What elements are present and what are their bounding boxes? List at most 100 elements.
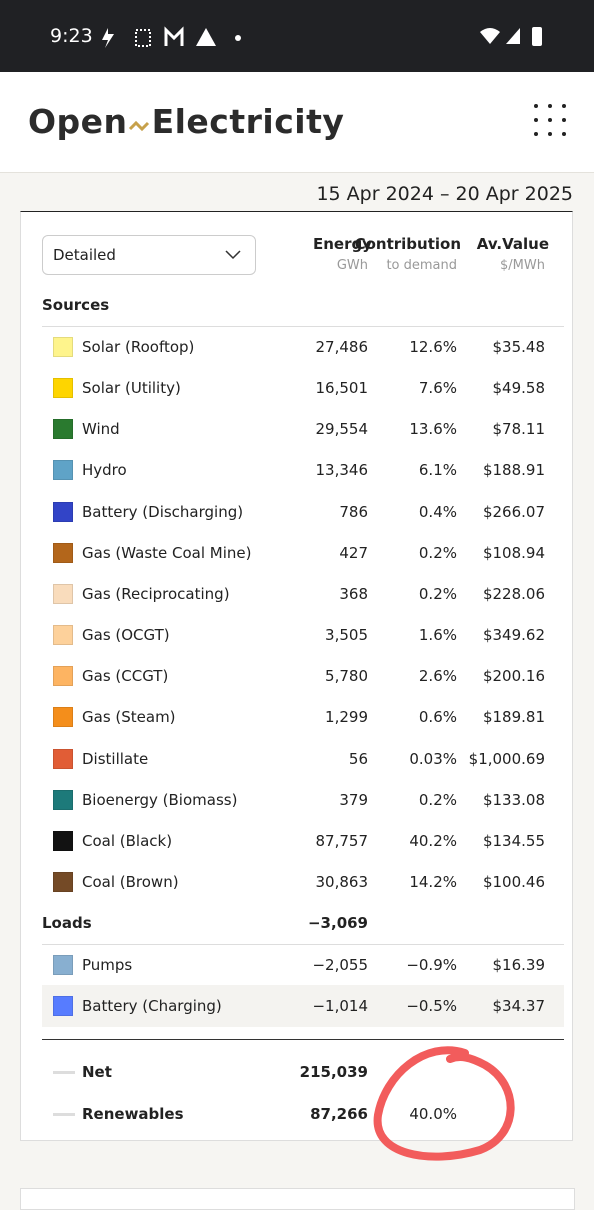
row-value: $228.06 <box>482 584 545 603</box>
row-energy: −1,014 <box>312 997 368 1016</box>
row-name: Solar (Utility) <box>82 379 181 398</box>
row-value: $349.62 <box>482 626 545 645</box>
row-energy: 27,486 <box>315 338 369 356</box>
row-contribution: 7.6% <box>418 379 457 398</box>
row-value: $49.58 <box>492 379 546 398</box>
status-bar: 9:23 <box>0 0 594 72</box>
row-energy: 786 <box>339 502 368 521</box>
swatch <box>53 625 73 646</box>
row-contribution: 14.2% <box>409 872 457 891</box>
clock: 9:23 <box>50 25 93 47</box>
row-name: Coal (Brown) <box>82 872 179 891</box>
swatch <box>53 871 73 892</box>
total-name: Net <box>82 1063 112 1081</box>
section-label: Loads <box>42 914 92 932</box>
row-name: Pumps <box>82 956 133 974</box>
swatch <box>53 707 73 728</box>
row-energy: 29,554 <box>315 420 369 439</box>
divider <box>42 944 564 945</box>
swatch <box>53 830 73 851</box>
row-value: $134.55 <box>482 831 545 850</box>
row-value: $266.07 <box>482 502 545 521</box>
row-highlight <box>42 985 564 1028</box>
column-title: Av.Value <box>476 235 549 253</box>
logo-mark <box>128 120 149 132</box>
total-marker <box>53 1113 75 1116</box>
row-name: Battery (Discharging) <box>82 502 244 521</box>
row-energy: 87,757 <box>315 831 369 850</box>
row-energy: −2,055 <box>312 956 368 974</box>
chevron <box>225 250 241 260</box>
row-energy: 1,299 <box>325 708 368 727</box>
swatch <box>53 501 73 522</box>
swatch <box>53 542 73 563</box>
column-unit: GWh <box>336 258 368 273</box>
total-name: Renewables <box>82 1105 184 1123</box>
row-contribution: −0.9% <box>406 956 457 974</box>
row-contribution: 2.6% <box>418 667 457 686</box>
row-energy: 427 <box>339 543 368 562</box>
total-energy: 215,039 <box>299 1063 368 1081</box>
system-icons <box>480 27 542 46</box>
row-value: $188.91 <box>482 461 545 480</box>
logo-right: Electricity <box>151 102 345 141</box>
row-contribution: 6.1% <box>418 461 457 480</box>
row-name: Battery (Charging) <box>82 997 222 1016</box>
row-energy: 30,863 <box>315 872 369 891</box>
logo-left: Open <box>28 102 128 141</box>
row-name: Bioenergy (Biomass) <box>82 790 238 809</box>
column-unit: $/MWh <box>500 258 545 273</box>
swatch <box>53 748 73 769</box>
dropdown-value: Detailed <box>53 246 116 264</box>
row-value: $108.94 <box>482 543 545 562</box>
row-value: $1,000.69 <box>468 749 545 768</box>
row-value: $35.48 <box>492 338 546 356</box>
row-contribution: 12.6% <box>409 338 457 356</box>
row-energy: 16,501 <box>315 379 369 398</box>
swatch <box>53 378 73 399</box>
divider <box>42 1039 564 1040</box>
row-contribution: 0.03% <box>409 749 457 768</box>
row-value: $34.37 <box>492 997 546 1016</box>
total-marker <box>53 1071 75 1074</box>
row-name: Gas (Reciprocating) <box>82 584 230 603</box>
row-name: Distillate <box>82 749 149 768</box>
swatch <box>53 996 73 1017</box>
section-energy: −3,069 <box>307 914 368 932</box>
row-value: $189.81 <box>482 708 545 727</box>
swatch <box>53 419 73 440</box>
row-contribution: 1.6% <box>418 626 457 645</box>
logo[interactable]: Open Electricity <box>28 102 344 141</box>
row-contribution: 0.2% <box>418 790 457 809</box>
swatch <box>53 337 73 357</box>
next-card <box>20 1188 575 1210</box>
column-title: Energy <box>312 235 372 253</box>
swatch <box>53 666 73 687</box>
column-unit: to demand <box>386 258 457 273</box>
row-name: Gas (Waste Coal Mine) <box>82 543 252 562</box>
section-label: Sources <box>42 296 110 314</box>
menu-button[interactable] <box>530 102 570 142</box>
row-energy: 56 <box>348 749 368 768</box>
row-value: $16.39 <box>492 956 546 974</box>
swatch <box>53 789 73 810</box>
row-contribution: 13.6% <box>409 420 457 439</box>
row-value: $133.08 <box>482 790 545 809</box>
column-title: Contribution <box>354 235 461 253</box>
dropdown[interactable]: Detailed <box>42 235 256 275</box>
swatch <box>53 955 73 975</box>
annotation-circle <box>373 1046 515 1161</box>
row-contribution: 0.2% <box>418 584 457 603</box>
row-name: Solar (Rooftop) <box>82 338 195 356</box>
row-energy: 3,505 <box>325 626 368 645</box>
row-value: $100.46 <box>482 872 545 891</box>
row-energy: 5,780 <box>325 667 368 686</box>
row-name: Wind <box>82 420 120 439</box>
row-name: Hydro <box>82 461 127 480</box>
row-contribution: 0.4% <box>418 502 457 521</box>
site-header: Open Electricity <box>0 72 594 173</box>
row-value: $200.16 <box>482 667 545 686</box>
row-contribution: 40.2% <box>409 831 457 850</box>
date-range: 15 Apr 2024 – 20 Apr 2025 <box>316 183 573 205</box>
